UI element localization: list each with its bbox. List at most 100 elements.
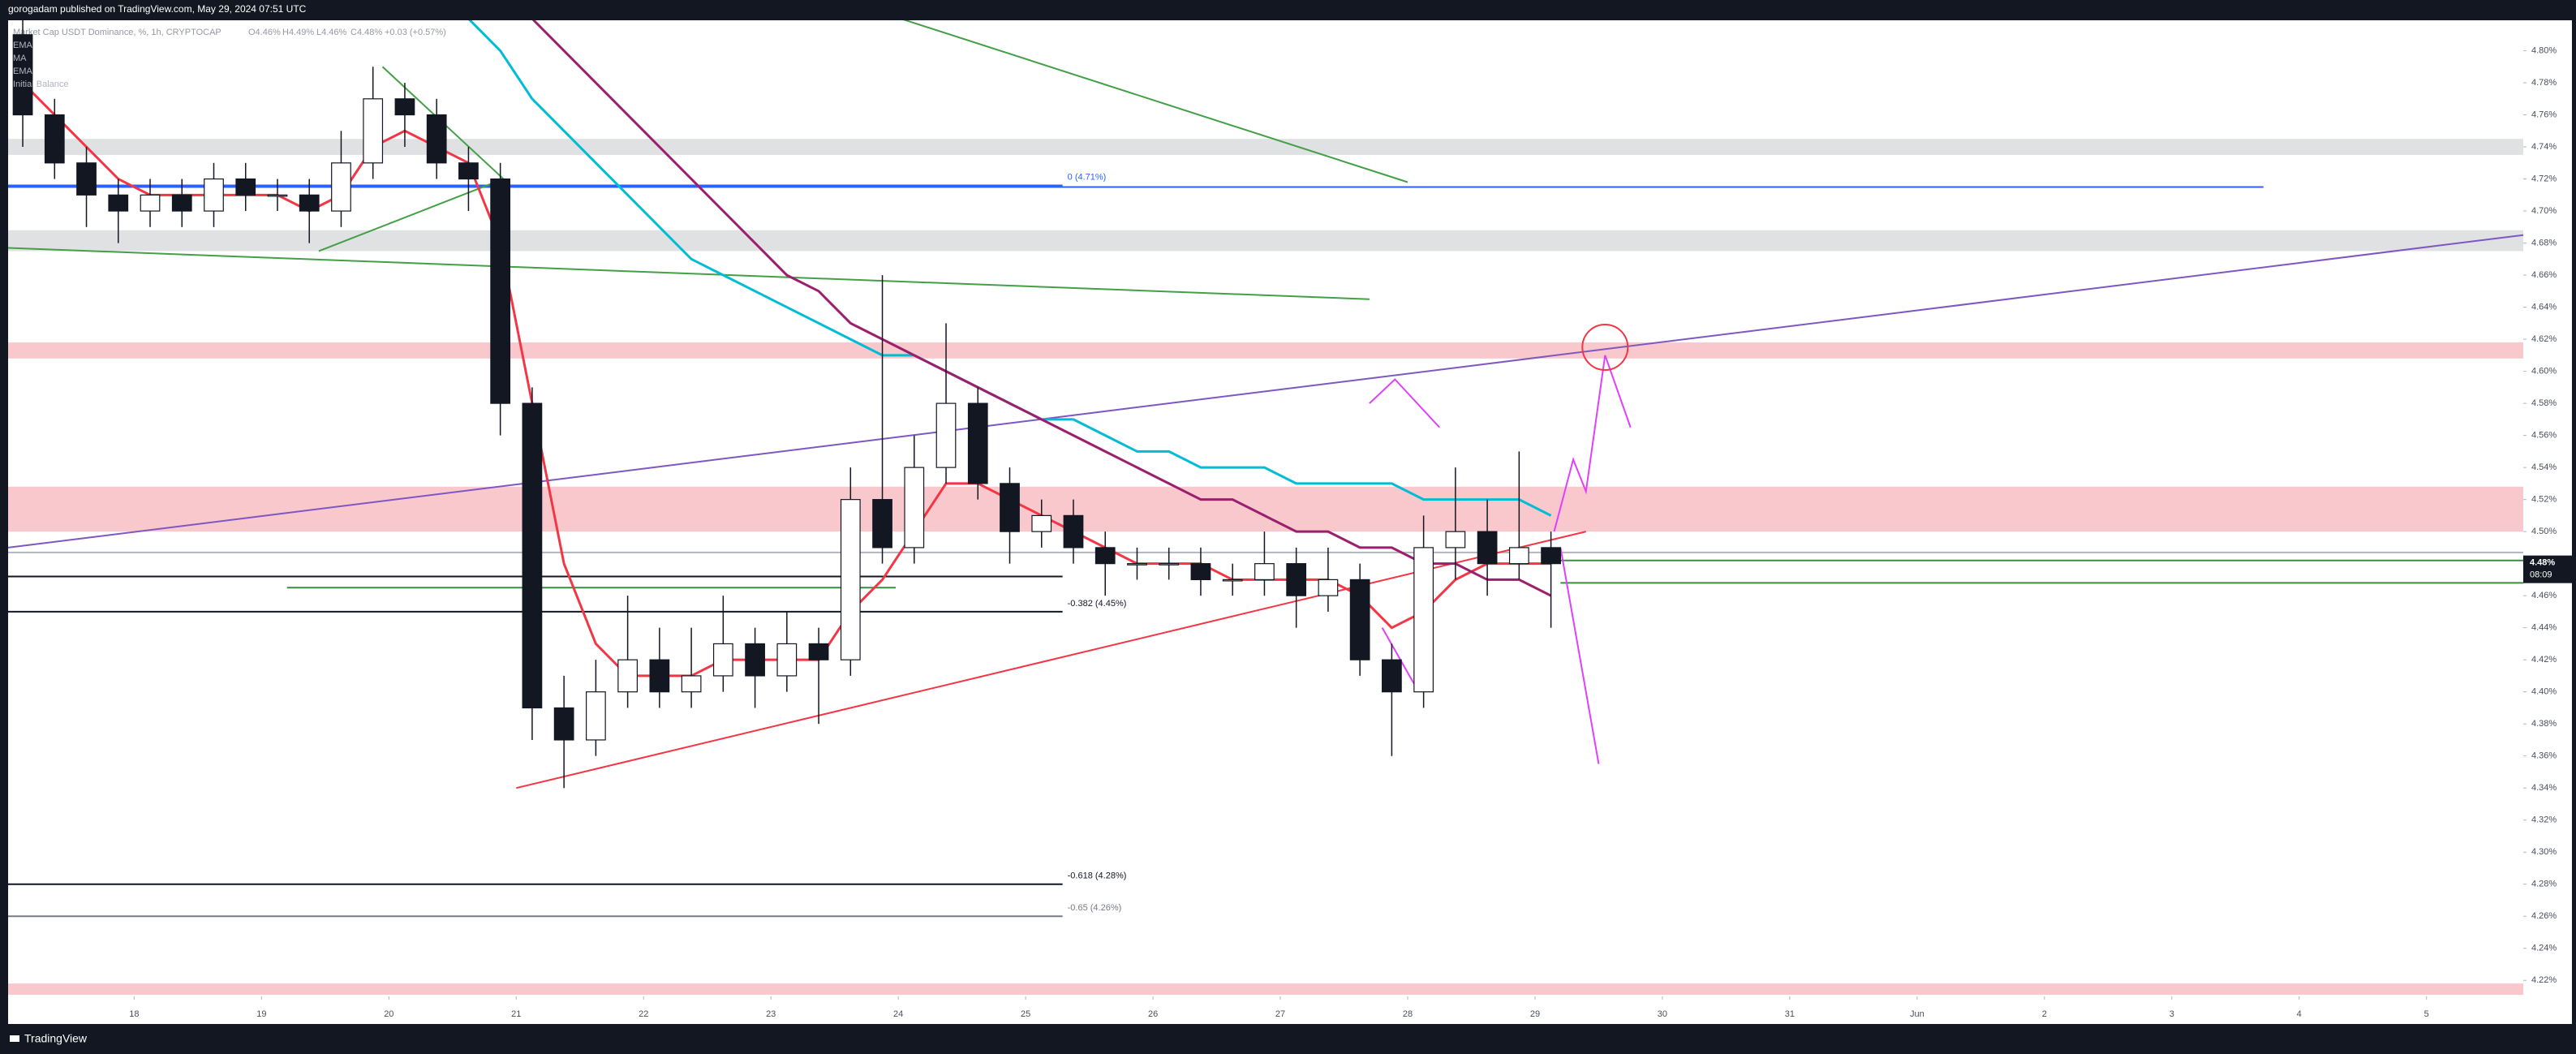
y-tick-label: 4.26% xyxy=(2531,911,2557,921)
candle-body xyxy=(1159,563,1180,566)
x-tick-label: 21 xyxy=(511,1009,521,1019)
candle-body xyxy=(44,114,65,164)
candle-body xyxy=(299,194,320,212)
brand-logo xyxy=(10,1035,19,1042)
zone xyxy=(8,983,2523,996)
trendline xyxy=(903,20,1408,183)
candle-body xyxy=(363,98,384,164)
candle-body xyxy=(1190,563,1211,581)
last-price-box xyxy=(2523,555,2572,583)
indicator-label: EMA xyxy=(13,41,33,50)
y-tick-label: 4.74% xyxy=(2531,142,2557,152)
y-tick-label: 4.64% xyxy=(2531,302,2557,312)
zone xyxy=(8,486,2523,532)
x-tick-label: Jun xyxy=(1910,1009,1924,1019)
candle-body xyxy=(1031,514,1052,532)
y-tick-label: 4.38% xyxy=(2531,719,2557,729)
y-tick-label: 4.54% xyxy=(2531,462,2557,472)
x-tick-label: 23 xyxy=(766,1009,776,1019)
y-tick-label: 4.34% xyxy=(2531,783,2557,793)
x-tick-label: 19 xyxy=(256,1009,266,1019)
y-tick-label: 4.46% xyxy=(2531,591,2557,600)
x-tick-label: 25 xyxy=(1021,1009,1030,1019)
trendline xyxy=(8,247,1370,300)
candle-body xyxy=(1127,563,1147,566)
indicator-label: MA xyxy=(13,54,27,63)
candle-body xyxy=(171,194,192,212)
ohlc-label: C4.48% xyxy=(350,28,382,37)
level-label: -0.382 (4.45%) xyxy=(1068,599,1127,609)
y-tick-label: 4.78% xyxy=(2531,78,2557,88)
candle-body xyxy=(204,178,224,212)
candle-body xyxy=(553,707,574,741)
y-tick-label: 4.28% xyxy=(2531,880,2557,889)
x-tick-label: 2 xyxy=(2042,1009,2047,1019)
candle-body xyxy=(904,467,925,549)
y-tick-label: 4.30% xyxy=(2531,847,2557,857)
candle-body xyxy=(617,659,638,693)
y-tick-label: 4.52% xyxy=(2531,495,2557,505)
y-tick-label: 4.22% xyxy=(2531,975,2557,985)
ohlc-label: L4.46% xyxy=(316,28,347,37)
candle-body xyxy=(426,114,447,164)
y-tick-label: 4.42% xyxy=(2531,655,2557,665)
candle-body xyxy=(935,402,957,468)
zone xyxy=(8,139,2523,155)
candle-body xyxy=(745,643,765,677)
candle-body xyxy=(1382,659,1402,693)
x-tick-label: 22 xyxy=(639,1009,648,1019)
candle-body xyxy=(872,499,892,549)
x-tick-label: 31 xyxy=(1785,1009,1795,1019)
candle-body xyxy=(1508,547,1529,565)
countdown-label: 08:09 xyxy=(2530,570,2552,580)
x-tick-label: 30 xyxy=(1658,1009,1667,1019)
y-tick-label: 4.62% xyxy=(2531,334,2557,344)
candle-body xyxy=(1063,514,1084,549)
candle-body xyxy=(1477,531,1498,565)
trendline xyxy=(1381,627,1415,685)
last-price-label: 4.48% xyxy=(2530,558,2555,568)
x-tick-label: 3 xyxy=(2170,1009,2174,1019)
candle-body xyxy=(522,402,543,709)
candle-body xyxy=(1254,563,1275,581)
candle-body xyxy=(394,98,415,116)
candle-body xyxy=(1541,547,1561,565)
ohlc-label: O4.46% xyxy=(248,28,281,37)
x-tick-label: 20 xyxy=(384,1009,393,1019)
level-label: 0 (4.71%) xyxy=(1068,172,1107,182)
y-tick-label: 4.68% xyxy=(2531,238,2557,247)
x-tick-label: 26 xyxy=(1148,1009,1158,1019)
trendline xyxy=(516,531,1586,789)
x-tick-label: 27 xyxy=(1275,1009,1285,1019)
ohlc-label: H4.49% xyxy=(282,28,314,37)
candle-body xyxy=(1445,531,1466,549)
indicator-label: Initial Balance xyxy=(13,80,69,89)
candle-body xyxy=(808,643,829,660)
y-tick-label: 4.44% xyxy=(2531,623,2557,633)
candle-body xyxy=(840,499,861,660)
trendline xyxy=(318,178,504,252)
x-tick-label: 18 xyxy=(129,1009,139,1019)
candle-body xyxy=(967,402,988,484)
candle-body xyxy=(1413,547,1434,693)
candle-body xyxy=(776,643,798,677)
candle-body xyxy=(1094,547,1116,565)
x-tick-label: 28 xyxy=(1403,1009,1413,1019)
y-tick-label: 4.60% xyxy=(2531,367,2557,376)
y-tick-label: 4.56% xyxy=(2531,431,2557,441)
candle-body xyxy=(235,178,256,196)
y-tick-label: 4.58% xyxy=(2531,398,2557,408)
candle-body xyxy=(1349,579,1370,660)
trendline xyxy=(1559,547,1600,764)
y-tick-label: 4.40% xyxy=(2531,687,2557,697)
target-marker xyxy=(1581,323,1629,371)
candle-body xyxy=(140,194,161,212)
candle-body xyxy=(1000,483,1020,532)
candle-body xyxy=(586,691,606,741)
trendline xyxy=(1369,378,1440,428)
candle-body xyxy=(712,643,733,677)
candle-body xyxy=(108,194,129,212)
candle-body xyxy=(76,162,97,196)
y-tick-label: 4.80% xyxy=(2531,45,2557,55)
